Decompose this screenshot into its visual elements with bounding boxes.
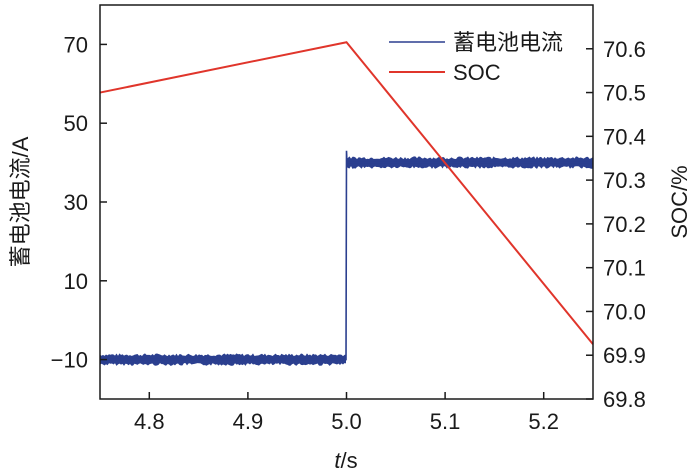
x-axis-ticks: 4.8 4.9 5.0 5.1 5.2 <box>134 392 559 434</box>
y-right-tick-label: 70.0 <box>603 299 646 324</box>
x-axis-label: t/s <box>334 448 357 473</box>
y-right-tick-label: 70.3 <box>603 168 646 193</box>
current-line <box>100 150 593 361</box>
y-right-axis-label: SOC/% <box>667 165 692 238</box>
y-right-tick-label: 69.9 <box>603 343 646 368</box>
legend-label-soc: SOC <box>453 60 501 85</box>
legend: 蓄电池电流 SOC <box>389 30 563 85</box>
y-right-axis-ticks: 69.8 69.9 70.0 70.1 70.2 70.3 70.4 70.5 70.6 <box>586 37 646 412</box>
y-left-tick-label: 70 <box>64 32 88 57</box>
y-right-tick-label: 70.1 <box>603 256 646 281</box>
x-tick-label: 4.9 <box>233 409 264 434</box>
y-right-tick-label: 70.5 <box>603 81 646 106</box>
y-right-tick-label: 69.8 <box>603 387 646 412</box>
y-right-tick-label: 70.4 <box>603 124 646 149</box>
x-tick-label: 5.0 <box>331 409 362 434</box>
x-tick-label: 5.1 <box>430 409 461 434</box>
soc-line <box>99 41 594 345</box>
y-right-tick-label: 70.2 <box>603 212 646 237</box>
y-left-tick-label: 30 <box>64 190 88 215</box>
y-left-tick-label: 50 <box>64 111 88 136</box>
x-tick-label: 4.8 <box>134 409 165 434</box>
x-tick-label: 5.2 <box>528 409 559 434</box>
y-left-axis-ticks: −10 10 30 50 70 <box>51 32 107 373</box>
y-right-tick-label: 70.6 <box>603 37 646 62</box>
y-left-axis-label: 蓄电池电流/A <box>8 136 33 267</box>
current-series <box>100 150 593 366</box>
y-left-tick-label: −10 <box>51 348 88 373</box>
legend-label-current: 蓄电池电流 <box>453 30 563 55</box>
y-left-tick-label: 10 <box>64 269 88 294</box>
